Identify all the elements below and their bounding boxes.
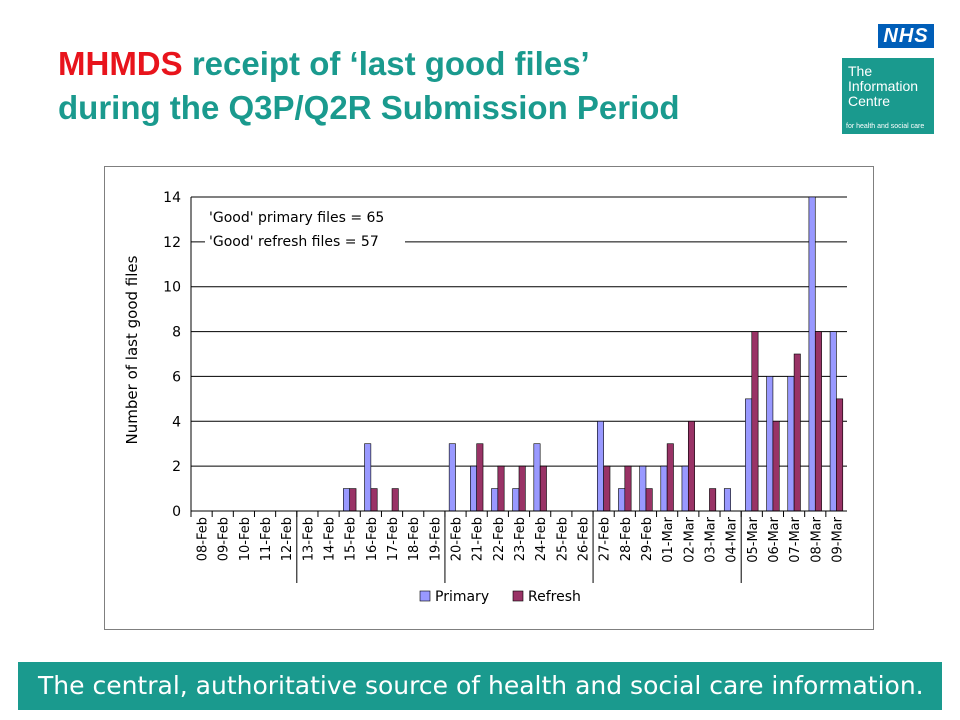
x-tick-label: 19-Feb bbox=[428, 517, 443, 561]
x-tick-label: 23-Feb bbox=[513, 517, 528, 561]
x-tick-label: 01-Mar bbox=[661, 516, 676, 562]
x-tick-label: 21-Feb bbox=[471, 517, 486, 561]
x-tick-label: 09-Mar bbox=[830, 516, 845, 562]
bar-refresh bbox=[751, 331, 759, 512]
bar-primary bbox=[618, 488, 626, 512]
bar-primary bbox=[533, 443, 541, 512]
title-rest: receipt of ‘last good files’ bbox=[182, 45, 590, 82]
legend-swatch-primary bbox=[419, 590, 431, 602]
bar-refresh bbox=[603, 465, 611, 512]
bar-refresh bbox=[391, 488, 399, 512]
title-acronym: MHMDS bbox=[58, 45, 183, 82]
legend-label-primary: Primary bbox=[435, 589, 489, 605]
bar-refresh bbox=[349, 488, 357, 512]
bar-primary bbox=[766, 376, 774, 512]
bar-primary bbox=[596, 420, 604, 512]
annotation-refresh-total: 'Good' refresh files = 57 bbox=[209, 234, 379, 250]
bar-primary bbox=[512, 488, 520, 512]
bar-refresh bbox=[476, 443, 484, 512]
bar-refresh bbox=[814, 331, 822, 512]
x-tick-label: 25-Feb bbox=[555, 517, 570, 561]
y-tick-label: 12 bbox=[163, 235, 181, 251]
bar-primary bbox=[829, 331, 837, 512]
bar-primary bbox=[660, 465, 668, 512]
x-tick-label: 17-Feb bbox=[386, 517, 401, 561]
ic-logo-line2: Information bbox=[848, 78, 919, 94]
x-tick-label: 07-Mar bbox=[788, 516, 803, 562]
y-tick-label: 6 bbox=[172, 369, 181, 385]
x-tick-label: 22-Feb bbox=[492, 517, 507, 561]
bar-refresh bbox=[836, 398, 844, 512]
bar-primary bbox=[470, 465, 477, 512]
bar-primary bbox=[639, 465, 647, 512]
bar-refresh bbox=[793, 353, 801, 512]
ic-logo-line1: The bbox=[848, 63, 873, 79]
x-tick-label: 14-Feb bbox=[323, 517, 338, 561]
x-tick-label: 28-Feb bbox=[619, 517, 634, 561]
y-tick-label: 10 bbox=[163, 280, 181, 296]
x-tick-label: 05-Mar bbox=[746, 516, 761, 562]
nhs-logo: NHS bbox=[878, 24, 934, 48]
ic-logo-line3: Centre bbox=[848, 93, 891, 109]
ic-logo-tagline: for health and social care bbox=[846, 123, 925, 130]
legend-swatch-refresh bbox=[512, 590, 524, 602]
x-tick-label: 24-Feb bbox=[534, 517, 549, 561]
annotation-primary-total: 'Good' primary files = 65 bbox=[209, 210, 384, 226]
x-tick-label: 10-Feb bbox=[238, 517, 253, 561]
x-tick-label: 04-Mar bbox=[725, 516, 740, 562]
y-tick-label: 14 bbox=[163, 190, 181, 206]
title-line2: during the Q3P/Q2R Submission Period bbox=[58, 89, 680, 126]
bar-refresh bbox=[709, 488, 717, 512]
x-tick-label: 18-Feb bbox=[407, 517, 422, 561]
x-tick-label: 15-Feb bbox=[344, 517, 359, 561]
footer-bar: The central, authoritative source of hea… bbox=[18, 662, 942, 710]
bar-primary bbox=[448, 443, 456, 512]
annotation-box bbox=[205, 201, 405, 251]
footer-tagline: The central, authoritative source of hea… bbox=[38, 671, 924, 700]
x-tick-label: 06-Mar bbox=[767, 516, 782, 562]
bar-refresh bbox=[539, 465, 547, 512]
x-tick-label: 11-Feb bbox=[259, 517, 274, 561]
x-tick-label: 02-Mar bbox=[682, 516, 697, 562]
bar-primary bbox=[723, 488, 731, 512]
y-tick-label: 2 bbox=[172, 459, 181, 475]
y-tick-label: 4 bbox=[172, 414, 181, 430]
slide-title: MHMDS receipt of ‘last good files’ durin… bbox=[58, 42, 818, 130]
x-tick-label: 29-Feb bbox=[640, 517, 655, 561]
x-tick-label: 27-Feb bbox=[598, 517, 613, 561]
y-axis-label: Number of last good files bbox=[123, 255, 141, 444]
bar-refresh bbox=[687, 420, 695, 512]
bar-primary bbox=[681, 465, 689, 512]
bar-chart: 0 2 4 6 8 10 12 14 08-Feb 09-Feb 10-Feb 11-Feb 12-Fe… bbox=[123, 190, 847, 605]
x-tick-label: 16-Feb bbox=[365, 517, 380, 561]
bar-refresh bbox=[645, 488, 653, 512]
x-tick-label: 20-Feb bbox=[450, 517, 465, 561]
bar-primary bbox=[343, 488, 351, 512]
bar-refresh bbox=[772, 420, 780, 512]
bar-refresh bbox=[666, 443, 674, 512]
ic-logo-name: The Information Centre bbox=[848, 64, 918, 109]
x-tick-label: 08-Mar bbox=[809, 516, 824, 562]
information-centre-logo: The Information Centre for health and so… bbox=[842, 58, 934, 134]
bar-primary bbox=[745, 398, 753, 512]
x-tick-label: 13-Feb bbox=[301, 517, 316, 561]
chart-frame: 0 2 4 6 8 10 12 14 08-Feb 09-Feb 10-Feb 11-Feb 12-Fe… bbox=[104, 166, 874, 630]
bar-primary bbox=[364, 443, 372, 512]
y-tick-label: 8 bbox=[172, 325, 181, 341]
bar-primary bbox=[491, 488, 499, 512]
x-tick-label: 12-Feb bbox=[280, 517, 295, 561]
bar-primary bbox=[787, 376, 795, 512]
x-tick-label: 09-Feb bbox=[217, 517, 232, 561]
bar-primary bbox=[808, 196, 816, 512]
bar-refresh bbox=[370, 488, 378, 512]
x-tick-label: 03-Mar bbox=[703, 516, 718, 562]
y-tick-label: 0 bbox=[172, 504, 181, 520]
bar-refresh bbox=[518, 465, 526, 512]
legend-label-refresh: Refresh bbox=[528, 589, 581, 605]
x-tick-label: 08-Feb bbox=[196, 517, 211, 561]
bar-refresh bbox=[497, 465, 505, 512]
x-tick-label: 26-Feb bbox=[576, 517, 591, 561]
bar-refresh bbox=[624, 465, 632, 512]
